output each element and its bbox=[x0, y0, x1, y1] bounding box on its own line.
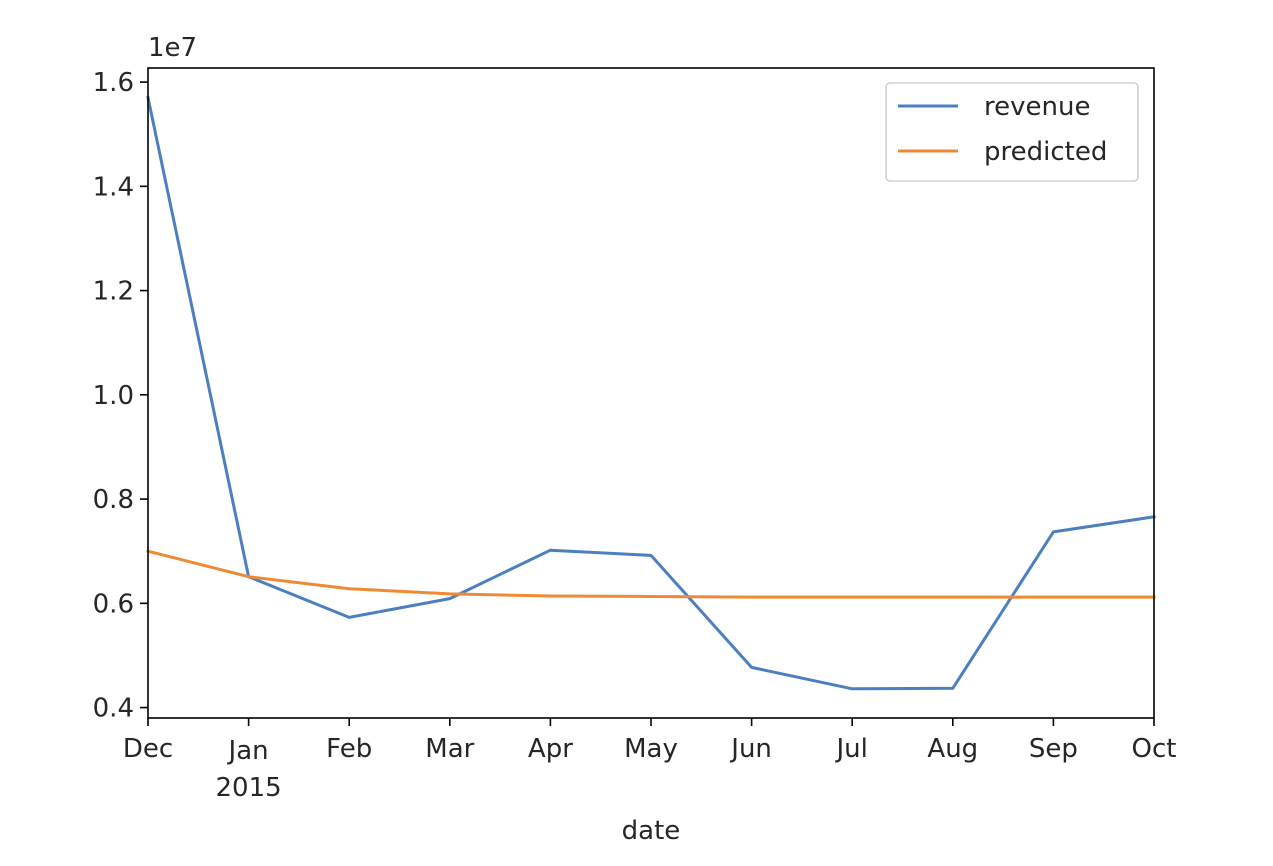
y-tick-label: 0.8 bbox=[93, 485, 134, 515]
y-tick-label: 0.6 bbox=[93, 589, 134, 619]
x-tick-label: May bbox=[624, 734, 678, 764]
series-line-predicted bbox=[146, 549, 1156, 599]
x-tick-label: Oct bbox=[1132, 734, 1177, 764]
x-tick-label: Jul bbox=[835, 734, 868, 764]
y-tick-label: 1.2 bbox=[93, 277, 134, 307]
y-tick-label: 1.6 bbox=[93, 68, 134, 98]
y-tick-label: 1.0 bbox=[93, 381, 134, 411]
legend-label-revenue: revenue bbox=[984, 92, 1090, 122]
legend: revenue predicted bbox=[885, 82, 1139, 182]
legend-label-predicted: predicted bbox=[984, 137, 1107, 167]
x-tick-label: Jan bbox=[227, 736, 269, 766]
x-tick-label: Apr bbox=[528, 734, 573, 764]
series-layer bbox=[146, 95, 1156, 691]
plot-frame bbox=[147, 67, 1155, 719]
x-axis: Dec Jan Feb Mar Apr May Jun Jul Aug Sep Oct 2015 bbox=[123, 718, 1177, 803]
series-line-revenue bbox=[146, 95, 1156, 691]
x-tick-label: Jun bbox=[729, 734, 772, 764]
legend-items: revenue predicted bbox=[898, 92, 1107, 167]
y-tick-label: 0.4 bbox=[93, 694, 134, 724]
x-tick-label: Aug bbox=[927, 734, 978, 764]
x-year-label: 2015 bbox=[216, 773, 282, 803]
y-offset-label: 1e7 bbox=[148, 33, 197, 63]
y-tick-label: 1.4 bbox=[93, 172, 134, 202]
x-tick-label: Dec bbox=[123, 734, 173, 764]
x-axis-label: date bbox=[622, 816, 681, 846]
x-tick-label: Feb bbox=[326, 734, 372, 764]
x-tick-label: Mar bbox=[425, 734, 474, 764]
y-axis: 0.4 0.6 0.8 1.0 1.2 1.4 1.6 bbox=[93, 68, 148, 724]
x-tick-label: Sep bbox=[1029, 734, 1078, 764]
